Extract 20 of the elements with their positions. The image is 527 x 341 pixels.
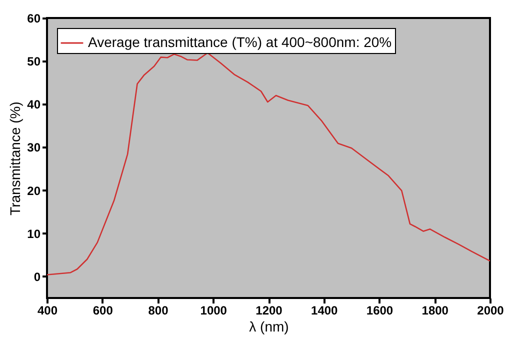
y-tick-label: 0 [34,270,41,284]
y-tick-label: 40 [27,98,41,112]
x-tick-label: 1200 [256,304,283,318]
x-tick-label: 800 [148,304,169,318]
y-tick-label: 10 [27,226,41,241]
x-tick-label: 600 [92,304,114,318]
x-axis-title: λ (nm) [249,318,289,334]
x-tick-label: 1600 [366,304,394,318]
x-tick-label: 1800 [422,304,449,318]
legend-label: Average transmittance (T%) at 400~800nm: 20% [88,34,392,50]
x-tick-label: 1400 [311,304,338,318]
line-series [47,52,490,276]
x-tick-label: 400 [37,304,58,318]
x-tick-label: 1000 [200,304,228,318]
y-tick-label: 60 [27,12,41,26]
y-axis-title: Transmittance (%) [7,102,24,216]
y-tick-label: 50 [27,54,41,69]
y-tick-label: 30 [27,140,41,155]
y-tick-label: 20 [27,184,41,198]
x-tick-label: 2000 [477,304,504,318]
